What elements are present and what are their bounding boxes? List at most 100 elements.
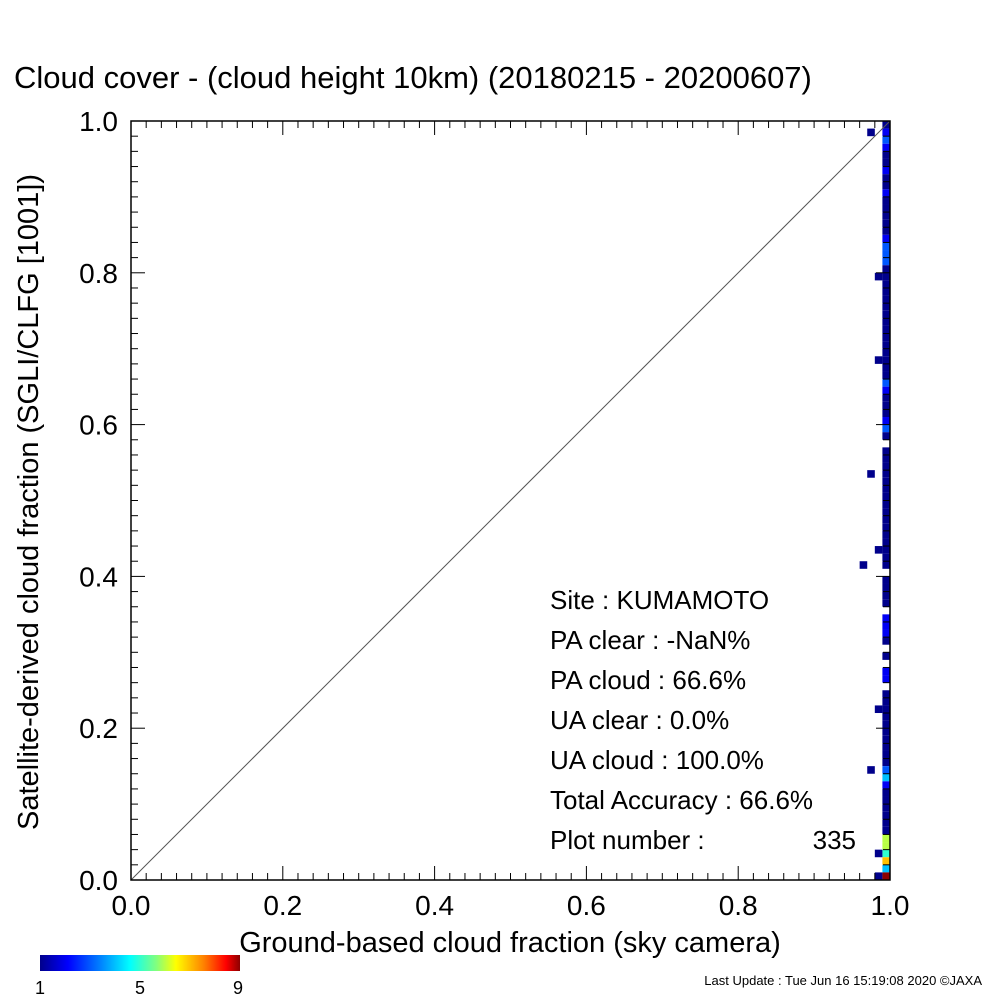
- density-cell: [882, 773, 890, 782]
- colorbar-label-max: 9: [233, 978, 243, 998]
- density-cell: [882, 371, 890, 380]
- density-cell: [882, 720, 890, 729]
- density-cell: [882, 728, 890, 736]
- density-cell: [882, 295, 890, 304]
- density-cell: [882, 591, 890, 600]
- density-cell: [882, 842, 890, 850]
- density-cell: [882, 234, 890, 243]
- density-cell: [882, 781, 890, 789]
- density-cell: [882, 462, 890, 471]
- stats-total-accuracy: Total Accuracy : 66.6%: [550, 785, 813, 815]
- density-cell: [882, 485, 890, 493]
- density-cell: [882, 735, 890, 744]
- density-cell: [867, 766, 875, 774]
- density-cell: [882, 788, 890, 797]
- density-cell: [874, 546, 883, 554]
- density-cell: [882, 363, 890, 372]
- density-cell: [882, 705, 890, 714]
- density-cell: [882, 181, 890, 190]
- density-cell: [882, 530, 890, 539]
- density-cell: [882, 872, 890, 880]
- density-cells: [859, 121, 890, 880]
- y-axis-label: Satellite-derived cloud fraction (SGLI/C…: [13, 174, 45, 830]
- density-cell: [882, 546, 890, 554]
- density-cell: [882, 196, 890, 205]
- density-cell: [882, 303, 890, 311]
- axis-ticks: [130, 120, 891, 881]
- density-cell: [882, 128, 890, 137]
- x-tick-label: 0.6: [567, 890, 606, 921]
- stats-ua-cloud: UA cloud : 100.0%: [550, 745, 764, 775]
- density-cell: [882, 804, 890, 812]
- density-cell: [882, 758, 890, 767]
- one-to-one-line: [130, 120, 891, 881]
- density-cell: [874, 872, 883, 880]
- density-cell: [882, 424, 890, 433]
- y-tick-label: 0.8: [79, 258, 118, 289]
- y-tick-label: 0.6: [79, 410, 118, 441]
- density-cell: [882, 690, 890, 698]
- density-cell: [882, 750, 890, 759]
- density-cell: [882, 834, 890, 843]
- density-cell: [882, 151, 890, 159]
- density-cell: [882, 523, 890, 531]
- stats-box: Site : KUMAMOTO PA clear : -NaN% PA clou…: [550, 585, 856, 855]
- density-cell: [882, 318, 890, 326]
- density-cell: [882, 341, 890, 349]
- density-cell: [882, 325, 890, 334]
- density-cell: [882, 333, 890, 342]
- density-cell: [882, 287, 890, 296]
- density-cell: [867, 470, 875, 478]
- density-cell: [874, 849, 883, 858]
- density-cell: [882, 386, 890, 395]
- density-cell: [882, 743, 890, 751]
- density-cell: [882, 849, 890, 858]
- density-cell: [882, 614, 890, 622]
- density-cell: [882, 242, 890, 251]
- density-cell: [882, 227, 890, 235]
- density-cell: [882, 379, 890, 387]
- density-cell: [882, 166, 890, 175]
- density-cell: [867, 128, 875, 137]
- colorbar-label-mid: 5: [135, 978, 145, 998]
- density-cell: [882, 697, 890, 706]
- density-cell: [882, 811, 890, 820]
- density-cell: [882, 265, 890, 273]
- stats-plot-number-label: Plot number :: [550, 825, 705, 855]
- density-cell: [882, 310, 890, 319]
- density-cell: [882, 819, 890, 827]
- density-cell: [882, 432, 890, 440]
- density-cell: [882, 675, 890, 683]
- density-cell: [882, 356, 890, 364]
- density-cell: [882, 492, 890, 501]
- y-tick-label: 0.4: [79, 561, 118, 592]
- stats-plot-number-value: 335: [813, 825, 856, 855]
- stats-pa-cloud: PA cloud : 66.6%: [550, 665, 746, 695]
- density-cell: [859, 561, 868, 569]
- density-cell: [882, 219, 890, 228]
- density-cell: [882, 766, 890, 774]
- density-cell: [882, 212, 890, 220]
- density-cell: [882, 561, 890, 569]
- density-cell: [882, 257, 890, 266]
- density-cell: [882, 864, 890, 873]
- density-cell: [882, 515, 890, 524]
- density-cell: [882, 553, 890, 562]
- density-cell: [882, 667, 890, 676]
- density-cell: [874, 356, 883, 364]
- density-cell: [882, 189, 890, 197]
- density-cell: [882, 174, 890, 182]
- density-cell: [882, 508, 890, 516]
- density-cell: [882, 409, 890, 418]
- density-cell: [882, 713, 890, 721]
- density-cell: [882, 621, 890, 630]
- x-tick-label: 0.2: [263, 890, 302, 921]
- chart-title: Cloud cover - (cloud height 10km) (20180…: [14, 60, 812, 95]
- density-cell: [882, 158, 890, 167]
- density-cell: [882, 599, 890, 607]
- density-cell: [882, 826, 890, 835]
- density-cell: [874, 272, 883, 281]
- density-cell: [882, 796, 890, 805]
- stats-ua-clear: UA clear : 0.0%: [550, 705, 729, 735]
- axis-tick-labels: 0.0 0.2 0.4 0.6 0.8 1.0 0.0 0.2 0.4 0.6 0.8 1.0: [79, 106, 909, 921]
